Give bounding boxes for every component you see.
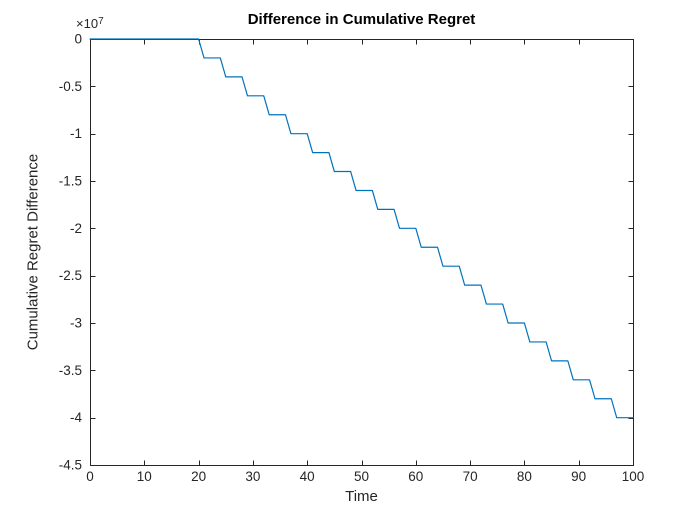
exponent-base: ×10 bbox=[76, 16, 99, 31]
x-tick-label: 80 bbox=[517, 469, 532, 484]
x-tick-label: 70 bbox=[463, 469, 478, 484]
exponent-power: 7 bbox=[98, 16, 104, 27]
chart-title: Difference in Cumulative Regret bbox=[247, 11, 476, 28]
x-tick-label: 90 bbox=[571, 469, 586, 484]
x-tick-label: 30 bbox=[245, 469, 260, 484]
x-tick-label: 0 bbox=[86, 469, 94, 484]
x-tick-label: 60 bbox=[408, 469, 423, 484]
y-tick-label: -3 bbox=[70, 316, 82, 331]
plot-line-cumulative-regret-difference bbox=[89, 38, 634, 419]
x-tick-label: 20 bbox=[191, 469, 206, 484]
y-axis-label: Cumulative Regret Difference bbox=[24, 153, 42, 351]
y-tick-label: 0 bbox=[74, 32, 82, 47]
y-tick-label: -4.5 bbox=[59, 458, 82, 473]
x-tick-label: 100 bbox=[622, 469, 645, 484]
y-tick-label: -0.5 bbox=[59, 79, 82, 94]
x-tick-label: 10 bbox=[137, 469, 152, 484]
y-tick-label: -1 bbox=[70, 126, 82, 141]
y-axis-exponent-label: ×107 bbox=[76, 16, 104, 31]
y-tick-label: -3.5 bbox=[59, 363, 82, 378]
x-tick-label: 50 bbox=[354, 469, 369, 484]
y-tick-label: -2 bbox=[70, 221, 82, 236]
x-axis-label: Time bbox=[345, 488, 378, 505]
x-tick-label: 40 bbox=[300, 469, 315, 484]
y-tick-label: -1.5 bbox=[59, 174, 82, 189]
axis-frame bbox=[90, 39, 634, 466]
y-tick-label: -2.5 bbox=[59, 268, 82, 283]
y-tick-label: -4 bbox=[70, 410, 82, 425]
